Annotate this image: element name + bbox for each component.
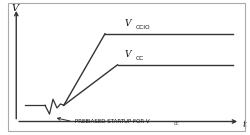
Text: CC: CC [136, 56, 144, 61]
Text: CCIO: CCIO [136, 25, 150, 30]
Text: V: V [12, 4, 19, 13]
Text: PREBIASED STARTUP FOR V: PREBIASED STARTUP FOR V [75, 119, 150, 124]
Text: V: V [125, 19, 132, 28]
Text: t: t [242, 120, 246, 129]
Text: V: V [125, 50, 132, 59]
Text: CC: CC [174, 122, 180, 126]
